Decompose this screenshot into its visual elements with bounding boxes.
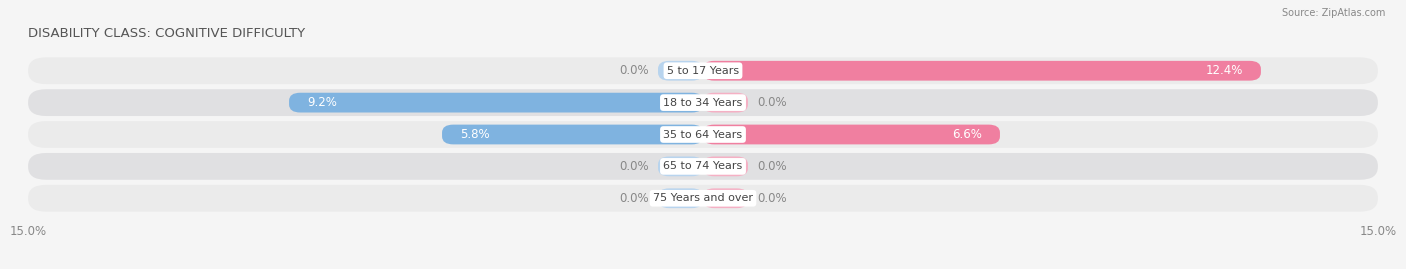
Text: 12.4%: 12.4%	[1205, 64, 1243, 77]
Text: 5.8%: 5.8%	[460, 128, 489, 141]
Text: 9.2%: 9.2%	[307, 96, 337, 109]
FancyBboxPatch shape	[28, 89, 1378, 116]
FancyBboxPatch shape	[703, 157, 748, 176]
FancyBboxPatch shape	[703, 125, 1000, 144]
Text: 0.0%: 0.0%	[756, 160, 786, 173]
FancyBboxPatch shape	[658, 61, 703, 81]
FancyBboxPatch shape	[28, 121, 1378, 148]
Text: 18 to 34 Years: 18 to 34 Years	[664, 98, 742, 108]
Legend: Male, Female: Male, Female	[638, 264, 768, 269]
FancyBboxPatch shape	[703, 93, 748, 112]
Text: 35 to 64 Years: 35 to 64 Years	[664, 129, 742, 140]
Text: 75 Years and over: 75 Years and over	[652, 193, 754, 203]
FancyBboxPatch shape	[28, 153, 1378, 180]
FancyBboxPatch shape	[658, 188, 703, 208]
FancyBboxPatch shape	[290, 93, 703, 112]
Text: Source: ZipAtlas.com: Source: ZipAtlas.com	[1281, 8, 1385, 18]
FancyBboxPatch shape	[28, 185, 1378, 212]
Text: 6.6%: 6.6%	[952, 128, 981, 141]
Text: 5 to 17 Years: 5 to 17 Years	[666, 66, 740, 76]
Text: 0.0%: 0.0%	[756, 192, 786, 205]
FancyBboxPatch shape	[703, 188, 748, 208]
Text: DISABILITY CLASS: COGNITIVE DIFFICULTY: DISABILITY CLASS: COGNITIVE DIFFICULTY	[28, 27, 305, 40]
FancyBboxPatch shape	[703, 61, 1261, 81]
Text: 0.0%: 0.0%	[620, 64, 650, 77]
FancyBboxPatch shape	[441, 125, 703, 144]
Text: 65 to 74 Years: 65 to 74 Years	[664, 161, 742, 171]
Text: 0.0%: 0.0%	[620, 192, 650, 205]
FancyBboxPatch shape	[28, 57, 1378, 84]
FancyBboxPatch shape	[658, 157, 703, 176]
Text: 0.0%: 0.0%	[756, 96, 786, 109]
Text: 0.0%: 0.0%	[620, 160, 650, 173]
